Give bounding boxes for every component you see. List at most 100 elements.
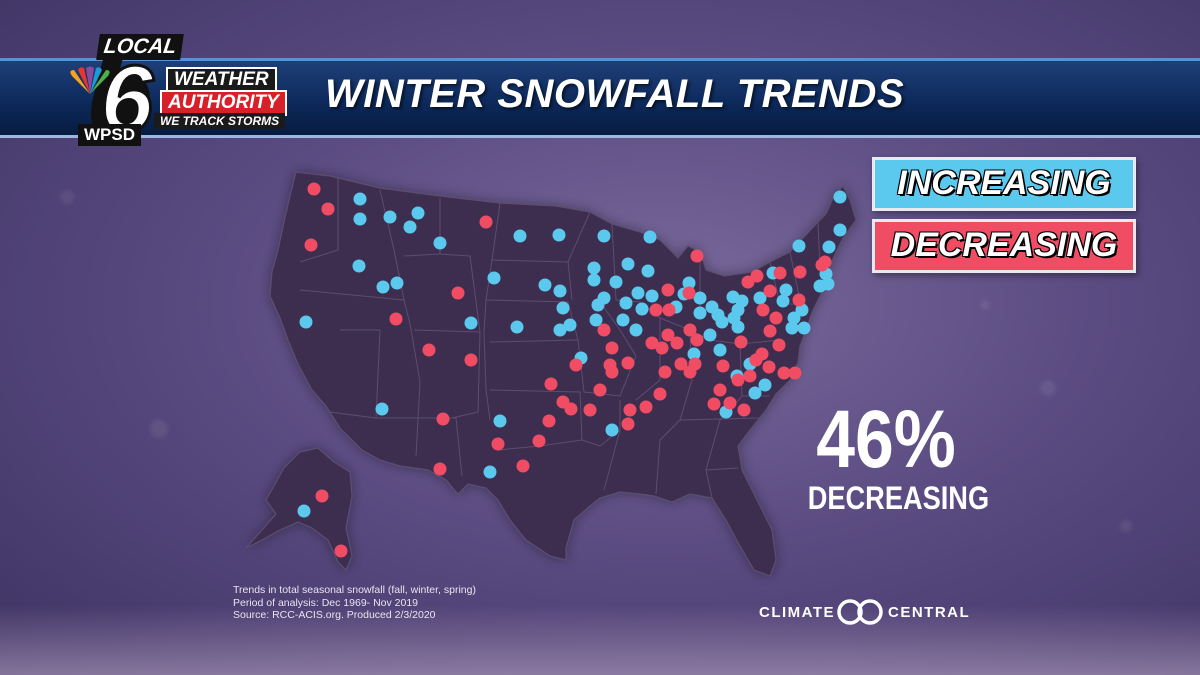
station-dot-increasing [299, 315, 313, 329]
station-dot-decreasing [737, 403, 751, 417]
station-dot-increasing [833, 223, 847, 237]
station-dot-increasing [795, 303, 809, 317]
station-dot-decreasing [743, 369, 757, 383]
station-dot-increasing [597, 229, 611, 243]
station-dot-decreasing [491, 437, 505, 451]
station-dot-decreasing [433, 462, 447, 476]
station-dot-increasing [693, 306, 707, 320]
branding-climate: CLIMATE [759, 604, 836, 621]
station-dot-decreasing [683, 323, 697, 337]
station-dot-increasing [748, 386, 762, 400]
decreasing-stations-layer [304, 182, 832, 558]
station-dot-decreasing [544, 377, 558, 391]
station-dot-decreasing [304, 238, 318, 252]
station-dot-increasing [776, 294, 790, 308]
station-dot-increasing [785, 321, 799, 335]
station-dot-increasing [643, 230, 657, 244]
station-dot-decreasing [464, 353, 478, 367]
station-dot-increasing [758, 378, 772, 392]
station-dot-decreasing [649, 303, 663, 317]
station-dot-decreasing [690, 249, 704, 263]
stat-percent: 46% [816, 394, 956, 485]
station-dot-increasing [375, 402, 389, 416]
station-dot-increasing [553, 284, 567, 298]
background-bokeh [980, 300, 990, 310]
legend-increasing-label: INCREASING [897, 164, 1111, 202]
logo-station-text: WPSD [78, 124, 141, 146]
station-dot-decreasing [623, 403, 637, 417]
station-dot-increasing [556, 301, 570, 315]
station-dot-decreasing [682, 286, 696, 300]
station-dot-increasing [353, 212, 367, 226]
station-dot-decreasing [713, 383, 727, 397]
station-dot-decreasing [451, 286, 465, 300]
station-dot-decreasing [583, 403, 597, 417]
background-bokeh [150, 420, 168, 438]
station-dot-increasing [731, 320, 745, 334]
station-dot-decreasing [762, 360, 776, 374]
station-dot-increasing [433, 236, 447, 250]
station-dot-decreasing [763, 284, 777, 298]
station-dot-increasing [464, 316, 478, 330]
footnote-line: Source: RCC-ACIS.org. Produced 2/3/2020 [233, 609, 436, 621]
climate-central-logo-icon [837, 599, 883, 625]
station-dot-decreasing [334, 544, 348, 558]
legend-decreasing-label: DECREASING [890, 226, 1118, 264]
station-dot-increasing [591, 298, 605, 312]
station-dot-increasing [538, 278, 552, 292]
station-dot-decreasing [662, 303, 676, 317]
footnote: Trends in total seasonal snowfall (fall,… [233, 584, 476, 622]
station-dot-decreasing [422, 343, 436, 357]
station-dot-increasing [779, 283, 793, 297]
station-dot-increasing [297, 504, 311, 518]
station-dot-decreasing [707, 397, 721, 411]
background-bottom-band [0, 605, 1200, 675]
station-dot-increasing [797, 321, 811, 335]
station-dot-decreasing [569, 358, 583, 372]
station-dot-increasing [703, 328, 717, 342]
station-dot-increasing [641, 264, 655, 278]
station-dot-decreasing [741, 275, 755, 289]
background-bokeh [60, 190, 74, 204]
logo-authority-text: AUTHORITY [160, 90, 287, 116]
station-logo: 6 LOCAL WPSD WEATHER AUTHORITY WE TRACK … [62, 30, 312, 150]
station-dot-increasing [609, 275, 623, 289]
station-dot-decreasing [645, 336, 659, 350]
station-dot-decreasing [593, 383, 607, 397]
station-dot-increasing [553, 323, 567, 337]
station-dot-decreasing [763, 324, 777, 338]
station-dot-increasing [587, 273, 601, 287]
station-dot-decreasing [597, 323, 611, 337]
stat-label: DECREASING [807, 480, 990, 516]
station-dot-increasing [411, 206, 425, 220]
station-dot-increasing [621, 257, 635, 271]
footnote-line: Trends in total seasonal snowfall (fall,… [233, 584, 476, 596]
station-dot-decreasing [655, 341, 669, 355]
station-dot-increasing [605, 423, 619, 437]
station-dot-decreasing [756, 303, 770, 317]
station-dot-decreasing [605, 365, 619, 379]
station-dot-increasing [487, 271, 501, 285]
legend-increasing: INCREASING [872, 157, 1136, 211]
station-dot-increasing [403, 220, 417, 234]
station-dot-increasing [552, 228, 566, 242]
station-dot-increasing [352, 259, 366, 273]
station-dot-decreasing [639, 400, 653, 414]
station-dot-increasing [513, 229, 527, 243]
station-dot-decreasing [532, 434, 546, 448]
station-dot-decreasing [661, 328, 675, 342]
station-dot-decreasing [658, 365, 672, 379]
station-dot-decreasing [653, 387, 667, 401]
contiguous-us-outline [269, 171, 857, 577]
station-dot-decreasing [723, 396, 737, 410]
station-dot-decreasing [670, 336, 684, 350]
station-dot-decreasing [818, 255, 832, 269]
station-dot-decreasing [315, 489, 329, 503]
logo-local-text: LOCAL [96, 34, 185, 60]
station-dot-increasing [376, 280, 390, 294]
station-dot-decreasing [734, 335, 748, 349]
station-dot-decreasing [542, 414, 556, 428]
station-dot-increasing [587, 261, 601, 275]
station-dot-increasing [821, 277, 835, 291]
